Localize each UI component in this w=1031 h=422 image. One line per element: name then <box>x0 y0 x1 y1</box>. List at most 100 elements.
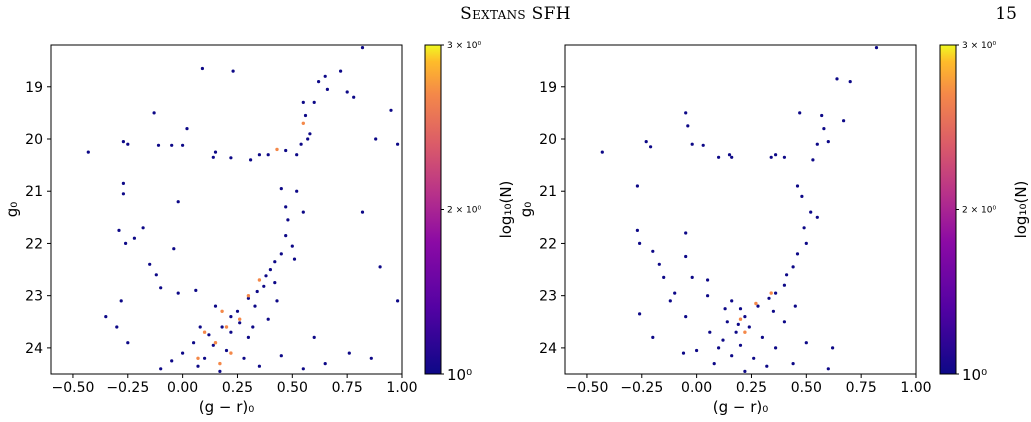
data-point <box>725 320 729 324</box>
data-point <box>268 268 272 272</box>
data-point-high-density <box>301 121 305 126</box>
data-point <box>152 111 156 115</box>
data-point <box>323 362 327 366</box>
data-point-high-density <box>218 361 222 366</box>
scatter-points <box>86 46 400 373</box>
plot-frame <box>564 44 917 375</box>
data-point <box>736 322 740 326</box>
data-point <box>200 66 204 71</box>
data-point <box>292 257 297 261</box>
data-point <box>325 87 329 91</box>
x-tick-label: 0.50 <box>791 380 822 396</box>
data-point <box>815 142 819 146</box>
data-point <box>730 155 734 159</box>
data-point <box>706 294 710 298</box>
data-point <box>141 226 145 230</box>
data-point <box>203 356 207 360</box>
data-point <box>811 158 815 162</box>
data-point <box>176 291 180 295</box>
data-point <box>686 124 690 128</box>
data-point <box>708 330 712 334</box>
data-point <box>774 346 778 350</box>
data-point <box>273 281 277 285</box>
data-point-high-density <box>743 330 747 334</box>
data-point <box>690 275 694 279</box>
x-axis-label: (g − r)₀ <box>199 398 255 416</box>
cmd-panel-1: −0.50 −0.25 0.00 0.25 0.50 0.75 1.00 19 20 21 22 23… <box>3 41 515 416</box>
data-point <box>235 309 240 313</box>
colorbar: 3 × 10⁰ 2 × 10⁰ 10⁰ log₁₀(N) <box>939 41 1030 384</box>
data-point <box>804 341 808 345</box>
data-point <box>198 325 202 329</box>
data-point <box>752 356 756 360</box>
data-point-high-density <box>754 301 758 306</box>
data-point <box>635 228 640 232</box>
data-point <box>257 364 261 368</box>
data-point <box>242 356 246 360</box>
data-point <box>782 283 787 287</box>
data-point <box>211 155 215 159</box>
data-point <box>791 362 795 366</box>
data-point-high-density <box>275 147 279 152</box>
x-axis-label: (g − r)₀ <box>713 398 769 416</box>
data-point <box>275 299 279 303</box>
data-point <box>649 145 653 149</box>
data-point <box>121 140 125 144</box>
data-point <box>820 113 824 118</box>
y-tick-label: 20 <box>539 132 557 148</box>
data-point <box>804 241 808 245</box>
data-point <box>196 364 200 368</box>
data-point <box>290 244 294 248</box>
y-tick-label: 23 <box>539 289 557 305</box>
colorbar-tick-label: 3 × 10⁰ <box>447 41 481 51</box>
y-tick-label: 22 <box>539 236 557 252</box>
data-point <box>802 226 806 230</box>
data-point <box>279 187 283 191</box>
data-point <box>396 142 400 146</box>
data-point <box>738 343 743 347</box>
running-title: Sextans SFH <box>460 4 571 24</box>
data-point <box>159 367 163 371</box>
data-point <box>360 210 365 214</box>
data-point <box>231 69 235 73</box>
data-point <box>668 299 672 303</box>
data-point <box>339 69 343 73</box>
data-point <box>795 184 800 188</box>
data-point <box>795 252 800 256</box>
data-point <box>723 307 727 311</box>
x-tick-label: −0.50 <box>51 380 94 396</box>
data-point <box>213 150 218 154</box>
data-point <box>273 260 277 264</box>
data-point <box>295 189 299 193</box>
data-point <box>734 330 738 334</box>
data-point <box>684 254 688 259</box>
data-point <box>124 241 128 245</box>
colorbar-tick-label: 10⁰ <box>962 366 987 384</box>
data-point-high-density <box>738 317 743 321</box>
data-point <box>842 119 846 123</box>
data-point <box>638 241 642 245</box>
data-point <box>266 153 270 157</box>
data-point <box>347 351 351 355</box>
x-tick-label: 1.00 <box>900 380 931 396</box>
y-tick-label: 23 <box>25 289 43 305</box>
data-point <box>747 325 751 329</box>
data-point <box>809 210 813 214</box>
data-point <box>172 247 176 251</box>
data-point <box>266 317 270 321</box>
data-point <box>681 351 686 355</box>
data-point <box>712 362 716 366</box>
colorbar-tick-label: 3 × 10⁰ <box>962 41 996 51</box>
data-point <box>303 113 308 118</box>
scatter-points <box>600 46 879 373</box>
colorbar-label: log₁₀(N) <box>497 181 515 239</box>
data-point <box>345 90 349 94</box>
data-point <box>211 343 215 347</box>
data-point <box>835 77 839 81</box>
data-point <box>194 288 198 292</box>
data-point <box>815 215 819 219</box>
x-tick-label: 0.50 <box>277 380 308 396</box>
data-point <box>635 184 640 188</box>
data-point <box>301 100 305 104</box>
page-header: Sextans SFH 15 <box>0 0 1031 34</box>
